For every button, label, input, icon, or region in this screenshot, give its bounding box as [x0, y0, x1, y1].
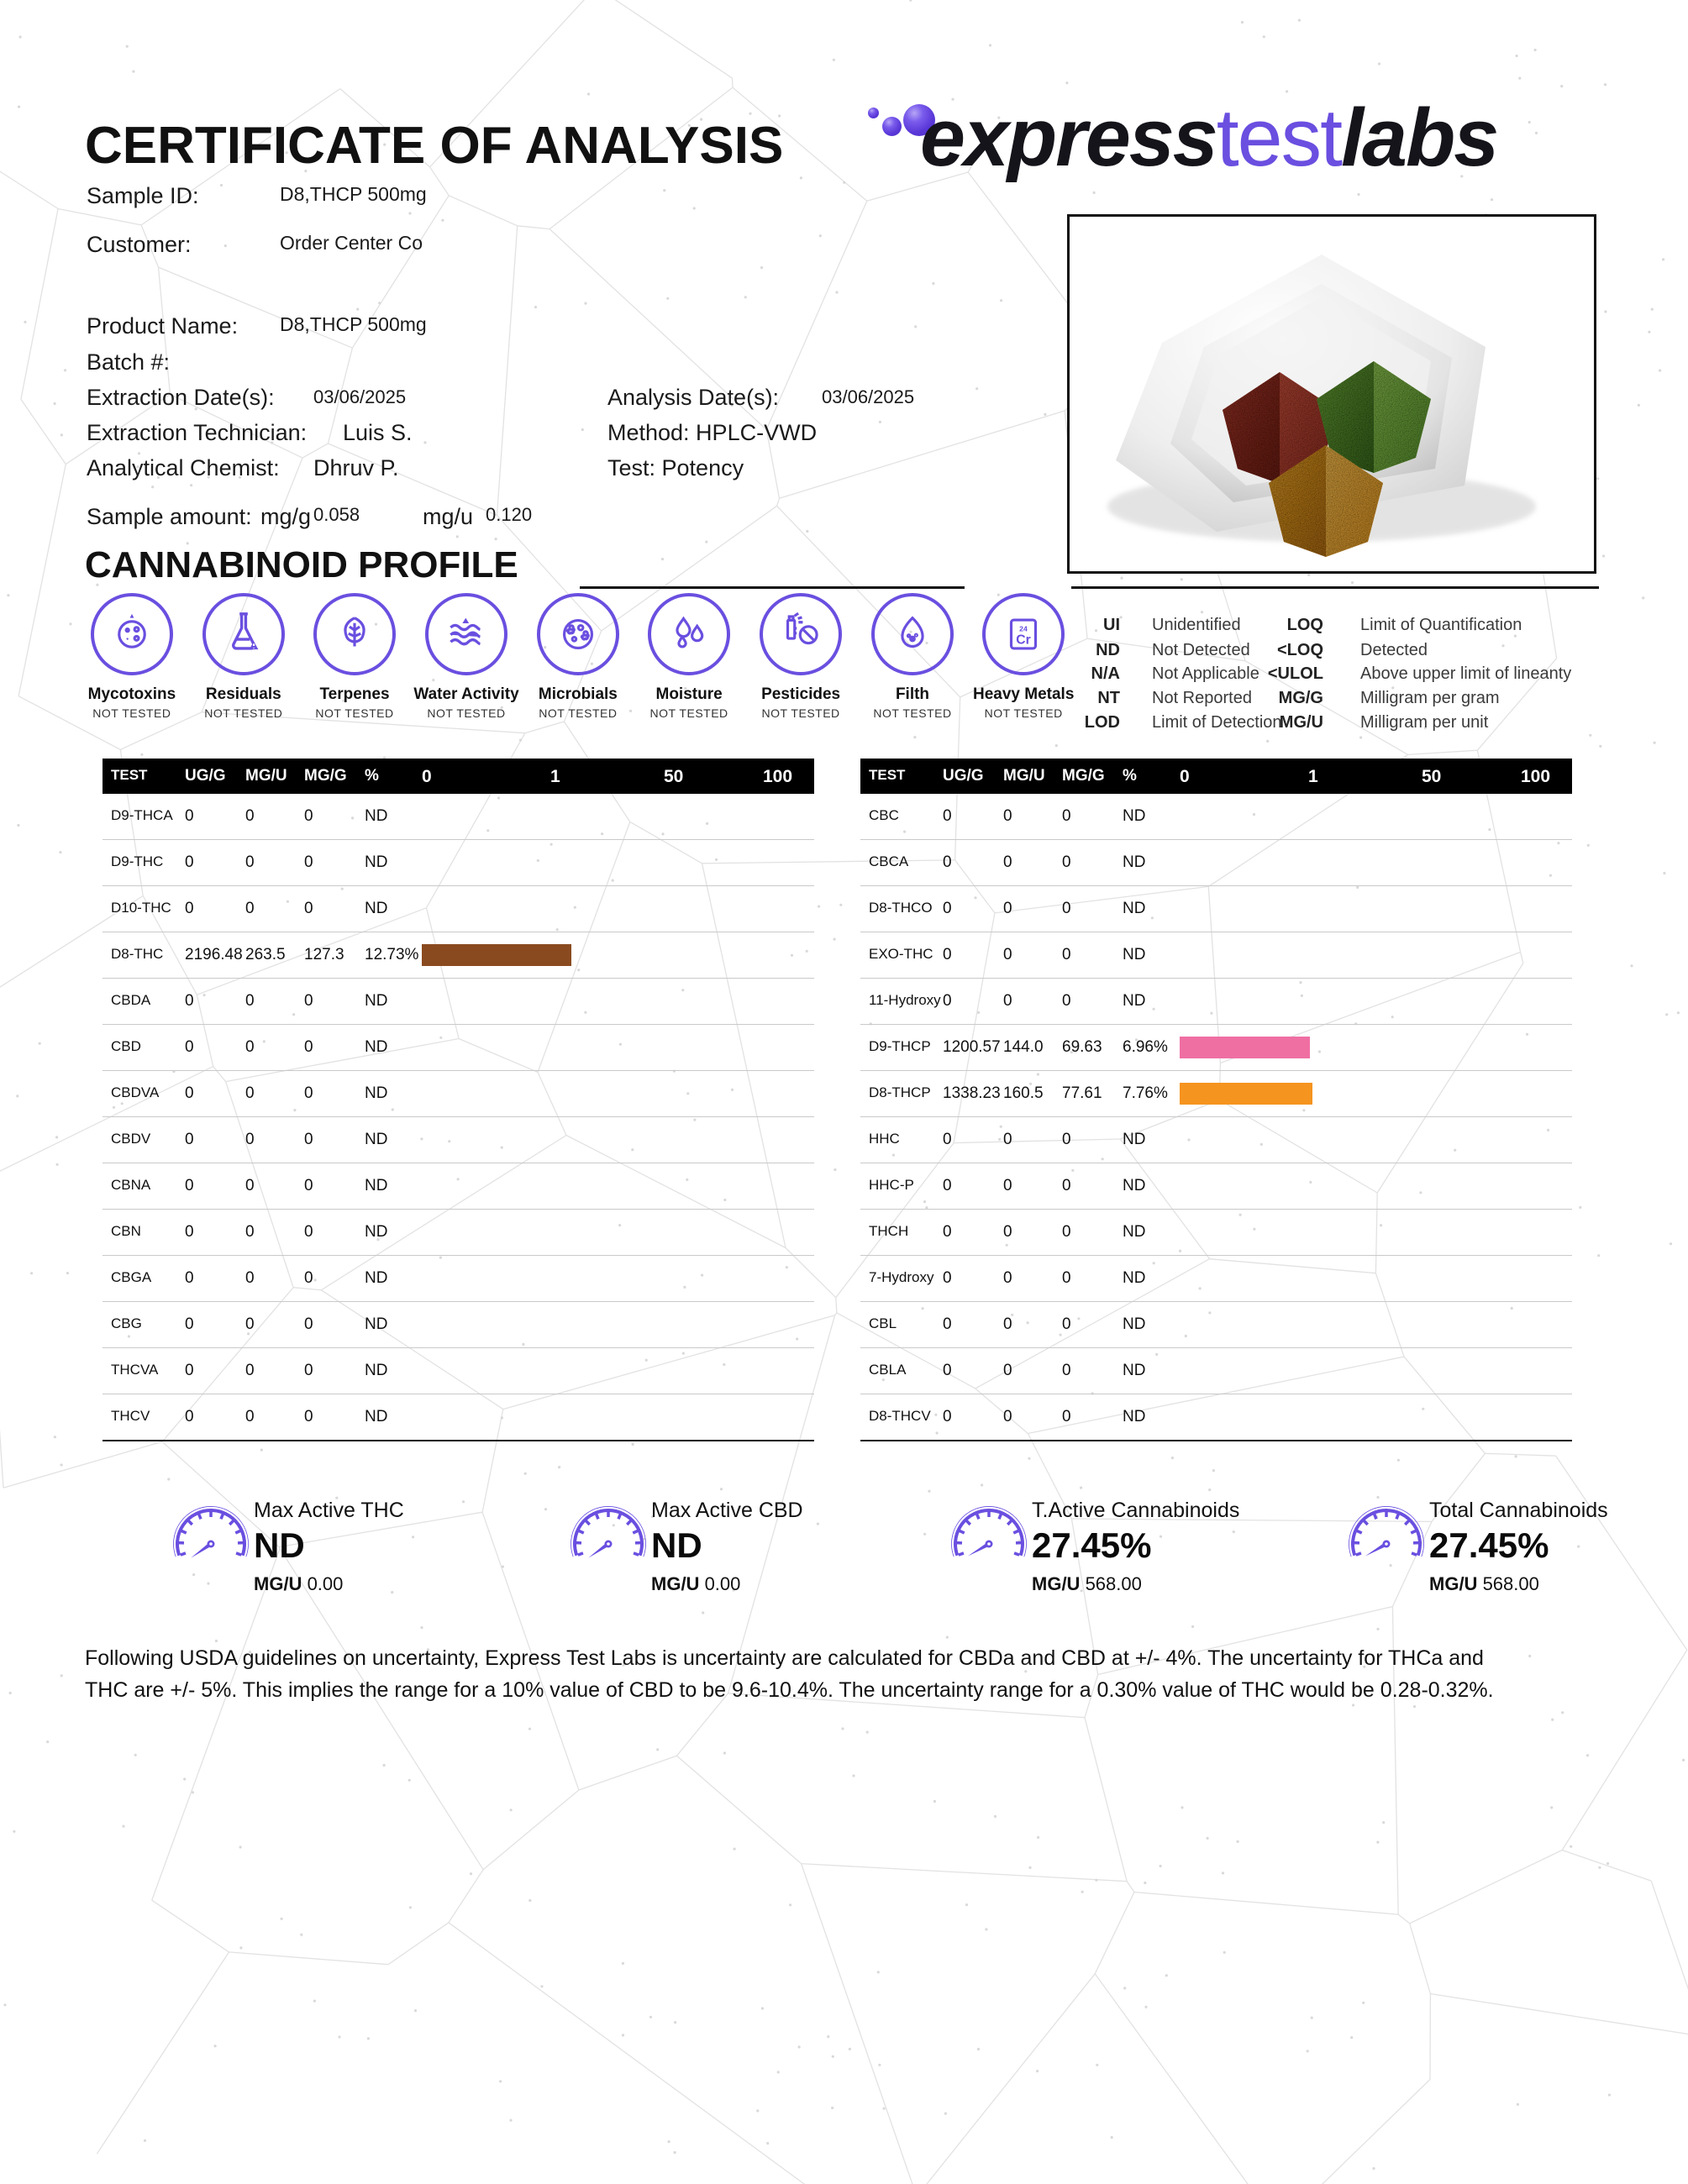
svg-text:24: 24: [1019, 624, 1028, 633]
svg-text:Cr: Cr: [1016, 633, 1030, 648]
